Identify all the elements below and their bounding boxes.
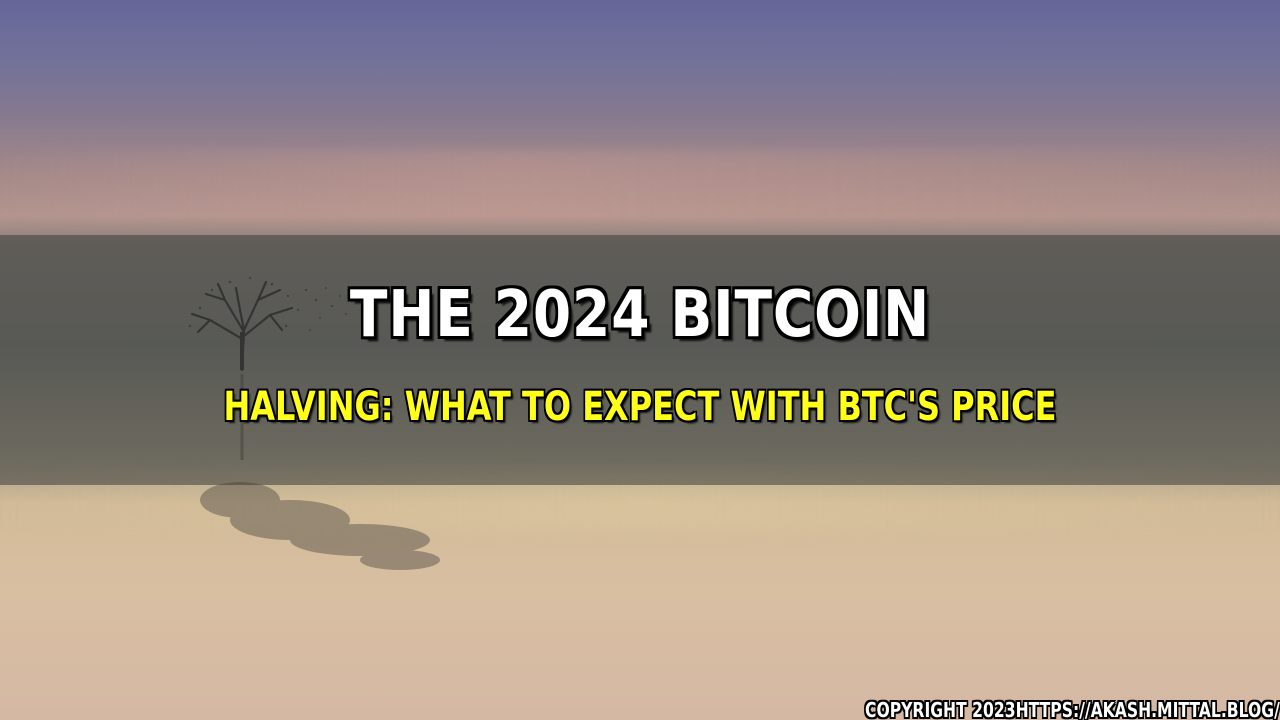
page-title-line-1: THE 2024 BITCOIN: [349, 278, 931, 352]
copyright-footer: COPYRIGHT 2023HTTPS://AKASH.MITTAL.BLOG/: [865, 698, 1280, 720]
sky-haze: [0, 150, 1280, 220]
page-title-line-2: HALVING: WHAT TO EXPECT WITH BTC'S PRICE: [223, 384, 1057, 430]
title-overlay-band: [0, 235, 1280, 485]
